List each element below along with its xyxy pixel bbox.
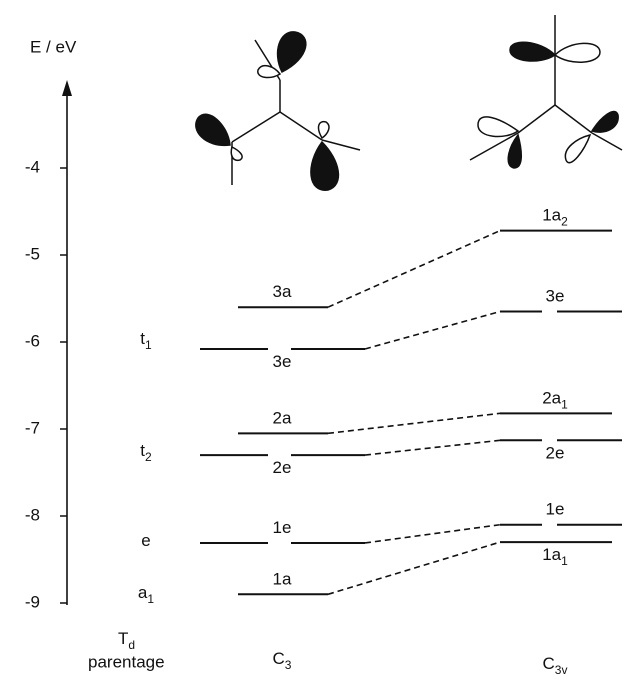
- parentage-label: t1: [140, 329, 152, 352]
- correlation: [365, 440, 500, 455]
- column-label: C3: [273, 649, 292, 672]
- label-sub: 3: [285, 658, 292, 672]
- label-main: 1a: [273, 570, 292, 589]
- level-label: 2a1: [542, 389, 568, 412]
- label-main: C: [273, 649, 285, 668]
- correlation: [328, 413, 500, 433]
- level-label: 1a2: [542, 206, 568, 229]
- label-main: 3e: [546, 287, 565, 306]
- parentage-symbol: Td: [118, 629, 135, 652]
- parentage-label: a1: [138, 583, 154, 606]
- axis-arrow: [62, 80, 72, 96]
- level-label: 3e: [273, 352, 292, 371]
- correlation: [365, 312, 500, 349]
- label-main: 3e: [273, 352, 292, 371]
- label-sub: 2: [561, 215, 568, 229]
- label-sub: 3v: [555, 663, 568, 677]
- level-label: 1e: [546, 500, 565, 519]
- label-sub: 2: [145, 450, 152, 464]
- label-main: 1e: [273, 518, 292, 537]
- label-main: e: [141, 531, 150, 550]
- label-main: 1a: [542, 206, 561, 225]
- tick-label: -6: [25, 331, 40, 350]
- label-sub: 1: [561, 398, 568, 412]
- level-label: 1a1: [542, 546, 568, 569]
- level-label: 1a: [273, 570, 292, 589]
- level-label: 2a: [273, 409, 292, 428]
- label-main: 2a: [273, 409, 292, 428]
- correlation: [328, 231, 500, 308]
- level-label: 3e: [546, 287, 565, 306]
- tick-label: -9: [25, 592, 40, 611]
- label-sub: 1: [145, 338, 152, 352]
- level-label: 3a: [273, 283, 292, 302]
- column-label: C3v: [543, 654, 568, 677]
- tick-label: -4: [25, 157, 40, 176]
- tick-label: -8: [25, 505, 40, 524]
- c3v-orbitals: [470, 15, 622, 168]
- label-main: 2a: [542, 389, 561, 408]
- label-main: 2e: [273, 459, 292, 478]
- label-main: 1e: [546, 500, 565, 519]
- diagram: E / eV Td parentage -4 -5 -6 -7 -8 -9 t1 t2 e a1 C…: [0, 0, 626, 685]
- level-label: 2e: [273, 459, 292, 478]
- parentage-label: e: [141, 531, 150, 550]
- label-sub: 1: [147, 592, 154, 606]
- label-main: 3a: [273, 283, 292, 302]
- axis-label: E / eV: [30, 37, 77, 56]
- label-main: 1a: [542, 546, 561, 565]
- correlation: [328, 542, 500, 594]
- parentage-caption: parentage: [88, 652, 165, 671]
- tick-label: -5: [25, 244, 40, 263]
- correlation: [365, 525, 500, 543]
- level-label: 2e: [546, 444, 565, 463]
- label-sub: 1: [561, 554, 568, 568]
- label-main: 2e: [546, 444, 565, 463]
- level-label: 1e: [273, 518, 292, 537]
- c3-orbitals: [196, 32, 360, 190]
- label-main: C: [543, 654, 555, 673]
- parentage-label: t2: [140, 441, 152, 464]
- tick-label: -7: [25, 418, 40, 437]
